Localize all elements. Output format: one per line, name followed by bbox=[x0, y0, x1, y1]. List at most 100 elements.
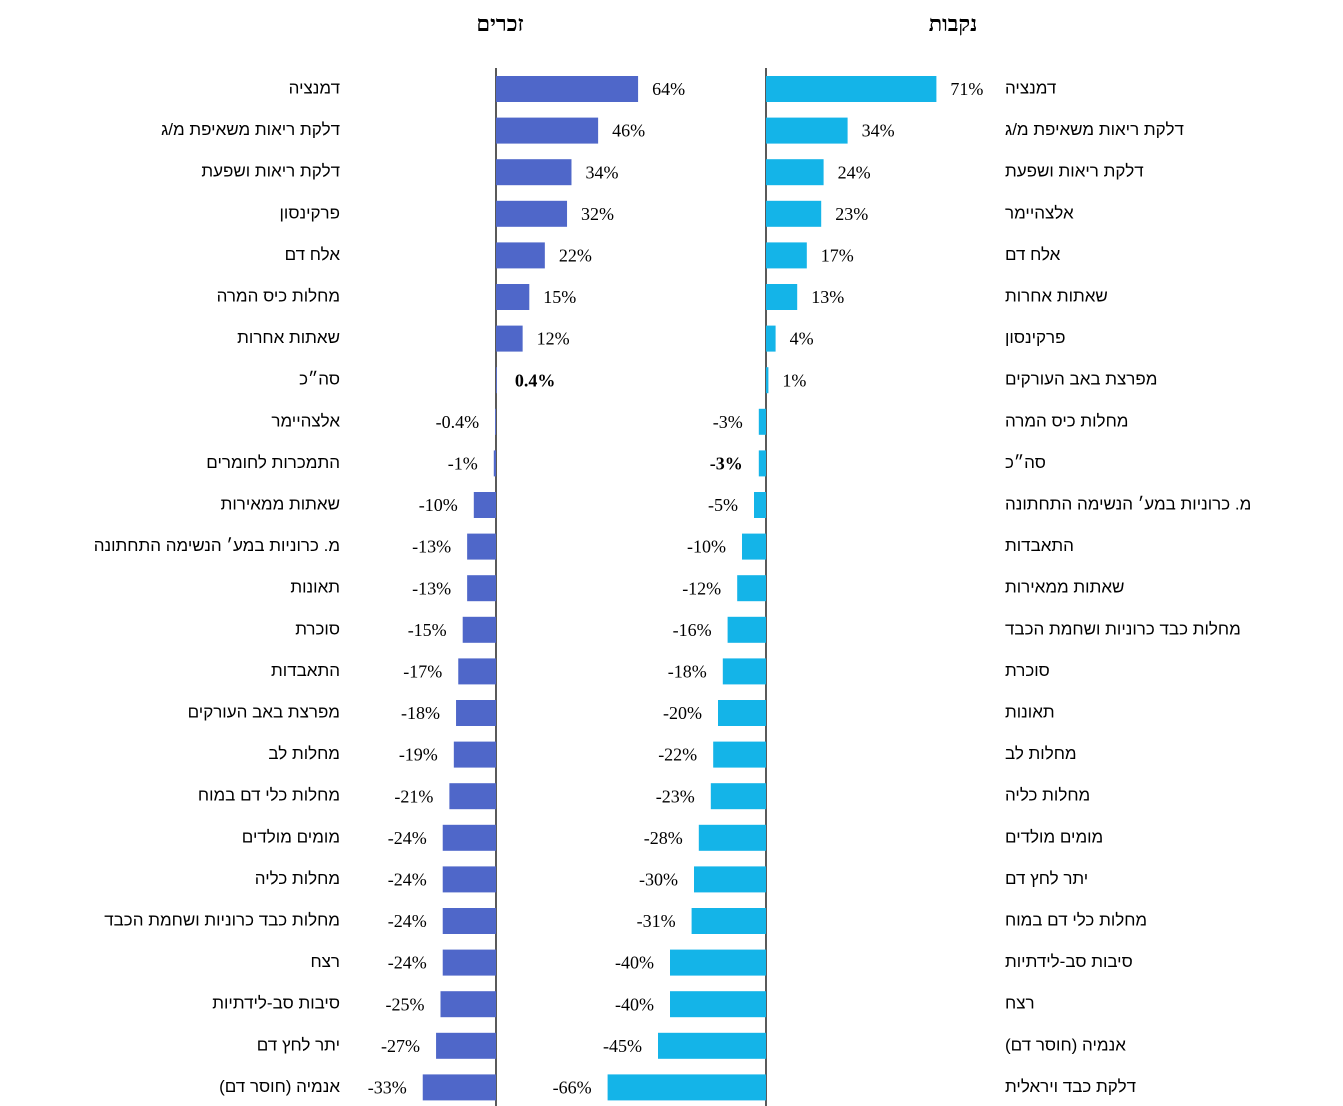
bar bbox=[493, 450, 496, 477]
value-label: -40% bbox=[615, 994, 654, 1014]
category-label: שאתות אחרות bbox=[1005, 286, 1108, 305]
category-label: יתר לחץ דם bbox=[1005, 869, 1088, 888]
value-label: 71% bbox=[950, 79, 983, 99]
value-label: -17% bbox=[403, 662, 442, 682]
bar bbox=[496, 159, 572, 186]
category-label: מחלות כיס המרה bbox=[1005, 411, 1128, 430]
bar bbox=[473, 492, 496, 518]
bar bbox=[754, 492, 766, 518]
value-label: -24% bbox=[388, 953, 427, 973]
value-label: 0.4% bbox=[515, 370, 556, 390]
value-label: -18% bbox=[401, 703, 440, 723]
category-label: אלצהיימר bbox=[271, 411, 340, 430]
bar bbox=[496, 367, 497, 394]
bar bbox=[766, 200, 822, 227]
value-label: -13% bbox=[412, 537, 451, 557]
bar bbox=[758, 408, 766, 435]
value-label: -24% bbox=[388, 870, 427, 890]
bar bbox=[449, 783, 496, 810]
bar bbox=[718, 700, 766, 726]
bar bbox=[458, 658, 496, 685]
bar bbox=[722, 658, 766, 685]
value-label: -27% bbox=[381, 1036, 420, 1056]
bar bbox=[766, 284, 798, 310]
value-label: -22% bbox=[658, 745, 697, 765]
bar bbox=[710, 783, 766, 810]
value-label: -23% bbox=[656, 786, 695, 806]
value-label: 12% bbox=[537, 329, 570, 349]
value-label: 34% bbox=[862, 121, 895, 141]
category-label: מומים מולדים bbox=[242, 827, 340, 846]
value-label: -21% bbox=[394, 786, 433, 806]
bar bbox=[766, 325, 776, 352]
value-label: 24% bbox=[838, 162, 871, 182]
category-label: שאתות ממאירות bbox=[1005, 578, 1124, 597]
bar bbox=[670, 991, 766, 1018]
category-label: מחלות כליה bbox=[255, 869, 340, 888]
bar bbox=[766, 117, 848, 144]
category-label: אלח דם bbox=[285, 245, 341, 264]
category-label: סה״כ bbox=[1005, 453, 1046, 472]
bar bbox=[713, 741, 766, 768]
value-label: -33% bbox=[368, 1078, 407, 1098]
bar bbox=[462, 616, 496, 643]
value-label: 17% bbox=[821, 246, 854, 266]
bar bbox=[442, 949, 496, 976]
category-label: אנמיה (חוסר דם) bbox=[1005, 1035, 1126, 1054]
bar bbox=[442, 824, 496, 851]
bar bbox=[496, 325, 523, 352]
value-label: -45% bbox=[603, 1036, 642, 1056]
category-label: דלקת ריאות ושפעת bbox=[201, 162, 340, 181]
category-label: סוכרת bbox=[295, 619, 340, 638]
bar bbox=[456, 700, 496, 726]
category-label: אנמיה (חוסר דם) bbox=[219, 1077, 340, 1096]
value-label: -10% bbox=[687, 537, 726, 557]
category-label: דלקת ריאות משאיפת מ/ג bbox=[161, 120, 340, 139]
bar bbox=[698, 824, 766, 851]
value-label: -3% bbox=[710, 454, 743, 474]
category-label: תאונות bbox=[1005, 702, 1055, 721]
bar bbox=[766, 367, 769, 394]
category-label: התאבדות bbox=[271, 661, 340, 680]
bar bbox=[496, 284, 530, 310]
value-label: -15% bbox=[408, 620, 447, 640]
bar bbox=[496, 242, 545, 269]
bar bbox=[758, 450, 766, 477]
category-label: מחלות כלי דם במוח bbox=[1005, 910, 1147, 929]
category-label: תאונות bbox=[290, 578, 340, 597]
bar bbox=[442, 866, 496, 893]
category-label: דלקת ריאות משאיפת מ/ג bbox=[1005, 120, 1184, 139]
value-label: -25% bbox=[386, 994, 425, 1014]
bar bbox=[496, 117, 599, 144]
bar bbox=[467, 533, 496, 560]
bar bbox=[737, 575, 766, 602]
value-label: 1% bbox=[782, 370, 806, 390]
value-label: -13% bbox=[412, 578, 451, 598]
value-label: -19% bbox=[399, 745, 438, 765]
value-label: 15% bbox=[543, 287, 576, 307]
value-label: -1% bbox=[448, 454, 478, 474]
bar bbox=[496, 200, 568, 227]
category-label: דמנציה bbox=[1005, 78, 1056, 97]
category-label: אלצהיימר bbox=[1005, 203, 1074, 222]
category-label: מחלות כיס המרה bbox=[217, 286, 340, 305]
value-label: -30% bbox=[639, 870, 678, 890]
bar bbox=[467, 575, 496, 602]
bar bbox=[694, 866, 766, 893]
category-label: סיבות סב-לידתיות bbox=[212, 994, 340, 1013]
chart-title: זכרים bbox=[476, 11, 523, 36]
value-label: -66% bbox=[553, 1078, 592, 1098]
value-label: 32% bbox=[581, 204, 614, 224]
category-label: פרקינסון bbox=[1005, 328, 1066, 347]
value-label: 13% bbox=[811, 287, 844, 307]
bar bbox=[496, 76, 639, 102]
category-label: מחלות כבד כרוניות ושחמת הכבד bbox=[1005, 619, 1241, 638]
bar bbox=[727, 616, 766, 643]
value-label: -12% bbox=[682, 578, 721, 598]
category-label: מחלות לב bbox=[1005, 744, 1077, 763]
value-label: 4% bbox=[790, 329, 814, 349]
category-label: דלקת כבד ויראלית bbox=[1005, 1077, 1136, 1096]
bar bbox=[436, 1032, 496, 1059]
category-label: התאבדות bbox=[1005, 536, 1074, 555]
